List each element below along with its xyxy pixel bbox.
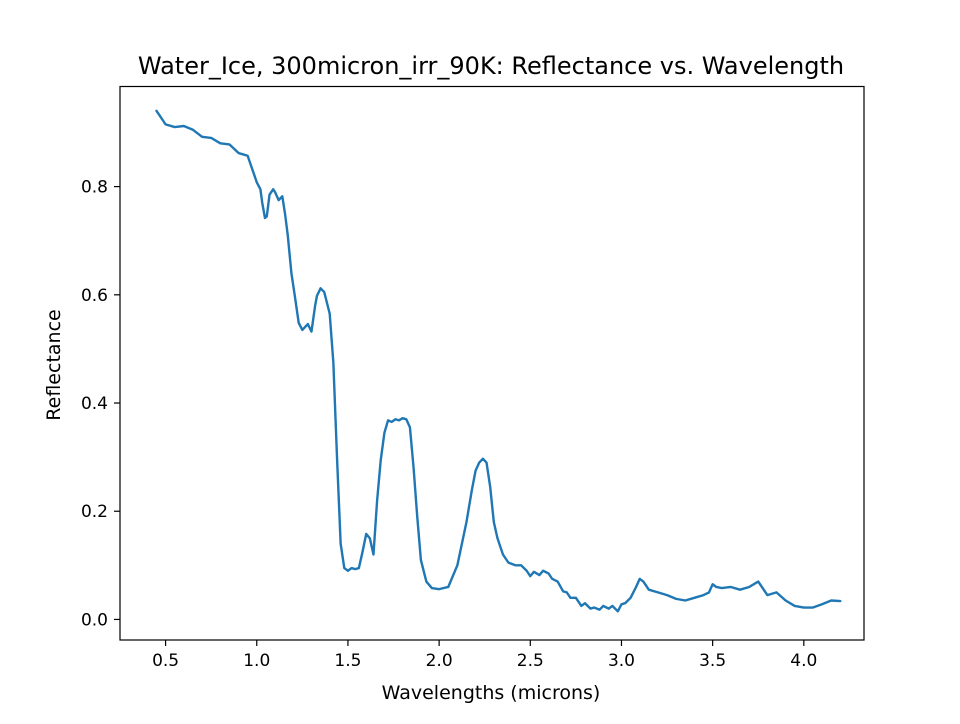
y-tick-label: 0.8 <box>81 178 108 198</box>
x-tick-label: 2.0 <box>426 651 453 671</box>
x-tick-label: 3.5 <box>699 651 726 671</box>
plot-area <box>155 109 842 613</box>
x-tick-label: 1.5 <box>334 651 361 671</box>
series-line-0 <box>155 109 842 613</box>
x-tick-label: 3.0 <box>608 651 635 671</box>
x-tick-label: 1.0 <box>243 651 270 671</box>
y-tick-label: 0.2 <box>81 502 108 522</box>
y-axis-label: Reflectance <box>43 309 65 420</box>
x-axis-label: Wavelengths (microns) <box>382 682 601 704</box>
plot-frame <box>119 85 865 641</box>
y-tick-label: 0.0 <box>81 610 108 630</box>
x-tick-label: 4.0 <box>790 651 817 671</box>
x-tick-label: 2.5 <box>517 651 544 671</box>
x-tick-label: 0.5 <box>152 651 179 671</box>
y-tick-label: 0.6 <box>81 286 108 306</box>
y-tick-label: 0.4 <box>81 394 108 414</box>
x-axis-ticks: 0.5 1.0 1.5 2.0 2.5 3.0 3.5 4.0 <box>152 640 817 671</box>
y-axis-ticks: 0.0 0.2 0.4 0.6 0.8 <box>81 178 120 630</box>
chart-title: Water_Ice, 300micron_irr_90K: Reflectanc… <box>138 52 844 80</box>
